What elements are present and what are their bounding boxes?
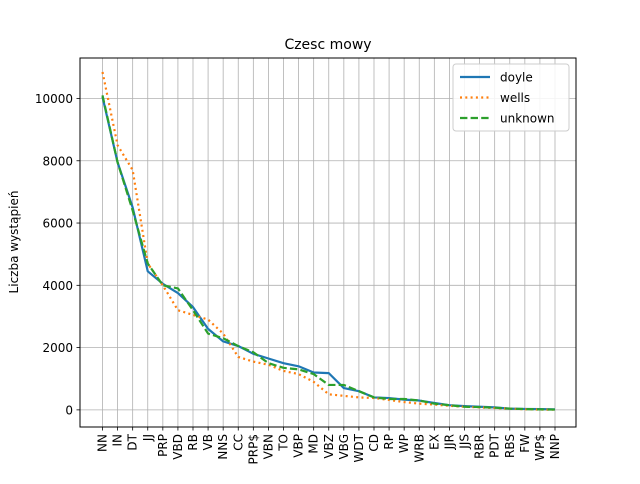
grid — [80, 58, 576, 427]
x-tick-label: NN — [96, 434, 110, 452]
x-tick-label: PDT — [488, 433, 502, 457]
x-tick-label: WRB — [412, 434, 426, 462]
x-tick-label: WDT — [352, 433, 366, 462]
chart-title: Czesc mowy — [284, 37, 371, 53]
x-tick-label: NNS — [216, 434, 230, 460]
x-tick-label: RBR — [473, 434, 487, 459]
x-tick-label: IN — [111, 434, 125, 447]
x-tick-label: PRP$ — [246, 434, 260, 464]
series-line-unknown — [101, 95, 556, 411]
x-tick-label: EX — [427, 434, 441, 450]
y-tick-label: 10000 — [35, 92, 73, 106]
x-tick-label: NNP — [548, 434, 562, 459]
x-tick-label: WP$ — [533, 434, 547, 461]
y-axis-ticks: 0 2000 4000 6000 8000 10000 — [35, 92, 80, 417]
x-tick-label: VBN — [261, 434, 275, 459]
x-tick-label: JJS — [458, 434, 472, 450]
legend-box — [452, 63, 570, 132]
legend-label-doyle: doyle — [500, 71, 533, 85]
legend-label-wells: wells — [500, 91, 530, 105]
x-tick-label: DT — [126, 433, 140, 450]
y-axis-label: Liczba wystąpień — [7, 191, 21, 294]
x-tick-label: MD — [307, 434, 321, 454]
plot-area-frame — [79, 57, 577, 428]
legend-label-unknown: unknown — [500, 112, 555, 126]
x-axis-ticks: NN IN DT JJ PRP VBD RB VB NNS CC PRP$ VBN TO VBP MD VBZ… — [96, 427, 562, 464]
x-tick-label: VBD — [171, 434, 185, 460]
x-tick-label: RBS — [503, 434, 517, 458]
series-lines — [101, 71, 556, 411]
legend: doyle wells unknown — [452, 63, 570, 132]
x-tick-label: RP — [382, 434, 396, 450]
x-tick-label: VB — [201, 434, 215, 450]
y-tick-label: 0 — [65, 403, 73, 417]
x-tick-label: CD — [367, 434, 381, 452]
y-tick-label: 8000 — [42, 154, 73, 168]
x-tick-label: WP — [397, 434, 411, 453]
x-tick-label: CC — [231, 434, 245, 451]
x-tick-label: VBP — [292, 434, 306, 458]
y-tick-label: 4000 — [42, 279, 73, 293]
y-tick-label: 6000 — [42, 217, 73, 231]
x-tick-label: FW — [518, 434, 532, 453]
y-tick-label: 2000 — [42, 341, 73, 355]
x-tick-label: RB — [186, 434, 200, 451]
x-tick-label: VBG — [337, 434, 351, 460]
x-tick-label: PRP — [156, 434, 170, 457]
x-tick-label: JJR — [442, 434, 456, 450]
x-tick-label: JJ — [141, 434, 155, 442]
x-tick-label: TO — [277, 434, 291, 452]
x-tick-label: VBZ — [322, 434, 336, 459]
